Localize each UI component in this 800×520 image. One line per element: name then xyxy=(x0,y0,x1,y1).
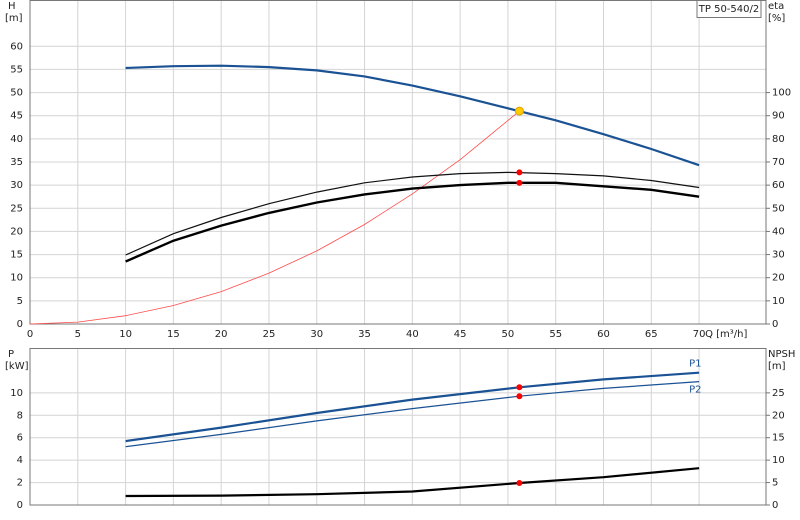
y2-axis-unit: [%] xyxy=(768,13,785,24)
y2-axis-label: NPSH xyxy=(768,349,795,360)
series-line xyxy=(125,371,700,443)
x-tick-label: 5 xyxy=(75,329,81,340)
operating-point xyxy=(516,393,523,400)
y-tick-label: 0 xyxy=(17,500,23,511)
x-tick-label: 25 xyxy=(263,329,276,340)
y-tick-label: 6 xyxy=(17,433,23,444)
x-tick-label: 50 xyxy=(502,329,515,340)
y-tick-label: 60 xyxy=(10,41,23,52)
x-tick-label: 10 xyxy=(119,329,132,340)
x-axis-label: Q [m³/h] xyxy=(705,329,747,340)
y2-tick-label: 90 xyxy=(772,111,785,122)
x-tick-label: 15 xyxy=(167,329,180,340)
x-tick-label: 45 xyxy=(454,329,467,340)
y-tick-label: 40 xyxy=(10,134,23,145)
y-tick-label: 55 xyxy=(10,64,23,75)
series-line xyxy=(125,171,700,256)
y-axis-label: H xyxy=(8,1,16,12)
y2-tick-label: 0 xyxy=(772,500,778,511)
y-tick-label: 30 xyxy=(10,180,23,191)
series-line xyxy=(125,181,700,263)
operating-point xyxy=(516,480,523,487)
x-tick-label: 70 xyxy=(693,329,706,340)
series-label: P2 xyxy=(689,385,701,396)
y2-axis-unit: [m] xyxy=(768,361,786,372)
y-axis-unit: [m] xyxy=(5,13,23,24)
chart-title: TP 50-540/2 xyxy=(698,4,759,15)
y2-tick-label: 5 xyxy=(772,478,778,489)
x-tick-label: 40 xyxy=(406,329,419,340)
y-tick-label: 35 xyxy=(10,157,23,168)
x-tick-label: 65 xyxy=(645,329,658,340)
series-line xyxy=(125,381,700,448)
y-axis-unit: [kW] xyxy=(5,361,29,372)
series-line xyxy=(125,467,700,498)
y2-tick-label: 40 xyxy=(772,226,785,237)
y-tick-label: 50 xyxy=(10,88,23,99)
y2-tick-label: 50 xyxy=(772,203,785,214)
y2-tick-label: 15 xyxy=(772,433,785,444)
y2-tick-label: 20 xyxy=(772,410,785,421)
y2-tick-label: 60 xyxy=(772,180,785,191)
plot-frame xyxy=(29,0,767,325)
y-tick-label: 2 xyxy=(17,478,23,489)
operating-point xyxy=(516,169,523,176)
y2-tick-label: 25 xyxy=(772,388,785,399)
x-tick-label: 60 xyxy=(597,329,610,340)
y-tick-label: 10 xyxy=(10,273,23,284)
y2-tick-label: 70 xyxy=(772,157,785,168)
y-tick-label: 20 xyxy=(10,226,23,237)
y2-tick-label: 20 xyxy=(772,273,785,284)
title-box xyxy=(696,0,762,18)
operating-point xyxy=(514,106,524,116)
x-tick-label: 55 xyxy=(549,329,562,340)
y2-tick-label: 10 xyxy=(772,296,785,307)
y-axis-label: P xyxy=(8,349,14,360)
y2-tick-label: 30 xyxy=(772,250,785,261)
y2-tick-label: 100 xyxy=(772,88,791,99)
y-tick-label: 10 xyxy=(10,388,23,399)
series-line xyxy=(29,110,520,325)
operating-point xyxy=(516,179,523,186)
y-tick-label: 8 xyxy=(17,410,23,421)
series-line xyxy=(125,64,700,167)
y-tick-label: 45 xyxy=(10,111,23,122)
y2-tick-label: 80 xyxy=(772,134,785,145)
y-tick-label: 15 xyxy=(10,250,23,261)
operating-point xyxy=(516,384,523,391)
x-tick-label: 20 xyxy=(215,329,228,340)
x-tick-label: 30 xyxy=(310,329,323,340)
plot-frame xyxy=(29,348,767,506)
series-label: P1 xyxy=(689,359,701,370)
x-tick-label: 0 xyxy=(27,329,33,340)
y2-tick-label: 0 xyxy=(772,319,778,330)
y-tick-label: 25 xyxy=(10,203,23,214)
y-tick-label: 5 xyxy=(17,296,23,307)
y-tick-label: 4 xyxy=(17,455,23,466)
x-tick-label: 35 xyxy=(358,329,371,340)
y2-tick-label: 10 xyxy=(772,455,785,466)
y2-axis-label: eta xyxy=(768,1,784,12)
y-tick-label: 0 xyxy=(17,319,23,330)
